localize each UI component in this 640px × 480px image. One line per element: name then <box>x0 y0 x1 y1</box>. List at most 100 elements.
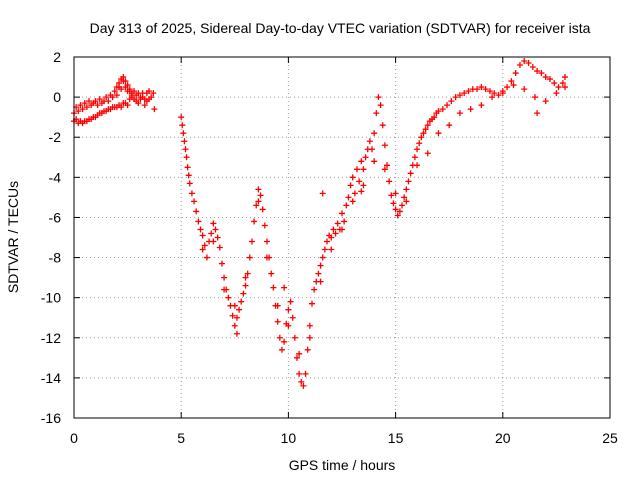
data-point <box>358 158 365 165</box>
data-point <box>392 190 399 197</box>
data-point <box>199 246 206 253</box>
y-tick-label: -4 <box>49 169 62 185</box>
data-point <box>195 218 202 225</box>
data-point <box>401 194 408 201</box>
data-point <box>394 212 401 219</box>
x-tick-label: 20 <box>495 430 511 446</box>
data-point <box>304 346 311 353</box>
data-point <box>407 170 414 177</box>
data-point <box>478 84 485 91</box>
data-point <box>105 98 112 105</box>
data-point <box>424 150 431 157</box>
data-point <box>379 122 386 129</box>
data-point <box>356 178 363 185</box>
data-point <box>233 314 240 321</box>
data-point <box>521 86 528 93</box>
data-point <box>287 298 294 305</box>
data-point <box>135 100 142 107</box>
data-point <box>311 286 318 293</box>
data-point <box>371 158 378 165</box>
data-point <box>193 208 200 215</box>
data-point <box>349 198 356 205</box>
data-point <box>542 98 549 105</box>
data-point <box>278 346 285 353</box>
data-point <box>210 238 217 245</box>
data-point <box>150 90 157 97</box>
data-point <box>360 166 367 173</box>
data-point <box>384 162 391 169</box>
data-point <box>396 208 403 215</box>
data-point <box>122 78 129 85</box>
data-point <box>416 140 423 147</box>
data-point <box>435 108 442 115</box>
data-point <box>300 382 307 389</box>
data-point <box>126 88 133 95</box>
data-point <box>345 194 352 201</box>
data-point <box>251 218 258 225</box>
data-point <box>289 314 296 321</box>
data-point <box>553 90 560 97</box>
data-point <box>248 238 255 245</box>
x-axis-ticks: 0 5 10 15 20 25 <box>70 57 618 446</box>
data-point <box>358 188 365 195</box>
data-point <box>83 104 90 111</box>
data-point <box>444 102 451 109</box>
y-tick-label: -12 <box>41 330 61 346</box>
data-point <box>246 254 253 261</box>
x-tick-label: 10 <box>281 430 297 446</box>
data-point <box>124 102 131 109</box>
data-point <box>561 74 568 81</box>
data-point <box>343 202 350 209</box>
data-point <box>182 146 189 153</box>
data-point <box>285 306 292 313</box>
data-point <box>109 94 116 101</box>
data-point <box>403 186 410 193</box>
data-point <box>179 122 186 129</box>
data-point <box>298 378 305 385</box>
data-point <box>354 166 361 173</box>
data-point <box>86 98 93 105</box>
horizontal-gridlines <box>74 96 610 379</box>
data-point <box>405 178 412 185</box>
data-point <box>208 230 215 237</box>
data-point <box>339 226 345 233</box>
plot-frame <box>73 56 611 419</box>
data-point <box>257 192 264 199</box>
data-point <box>186 180 193 187</box>
data-point <box>339 210 345 217</box>
data-point <box>461 90 468 97</box>
data-point <box>330 226 337 233</box>
data-point <box>448 98 455 105</box>
data-point <box>512 70 519 77</box>
data-point <box>319 254 326 261</box>
data-point <box>456 92 463 99</box>
data-point <box>214 234 221 241</box>
data-point <box>341 218 348 225</box>
data-point <box>439 106 446 113</box>
data-point <box>221 274 228 281</box>
data-point <box>281 338 288 345</box>
x-tick-label: 25 <box>602 430 618 446</box>
data-point <box>306 322 313 329</box>
data-point <box>302 370 309 377</box>
data-point <box>474 86 481 93</box>
data-point <box>180 130 187 137</box>
data-point <box>414 162 421 169</box>
data-point <box>482 86 489 93</box>
y-tick-label: -10 <box>41 290 61 306</box>
data-point <box>388 192 395 199</box>
data-point <box>210 220 217 227</box>
data-point <box>495 92 502 99</box>
chart-title: Day 313 of 2025, Sidereal Day-to-day VTE… <box>90 20 591 36</box>
data-point <box>216 244 223 251</box>
data-point <box>351 190 358 197</box>
data-point <box>212 226 219 233</box>
data-point <box>236 306 243 313</box>
data-point <box>201 242 208 249</box>
data-point <box>456 110 463 117</box>
data-point <box>323 238 330 245</box>
y-axis-ticks: -16 -14 -12 -10 -8 -6 -4 -2 0 2 <box>41 49 610 426</box>
data-point <box>542 74 549 81</box>
data-point <box>296 370 303 377</box>
data-point <box>534 110 541 117</box>
